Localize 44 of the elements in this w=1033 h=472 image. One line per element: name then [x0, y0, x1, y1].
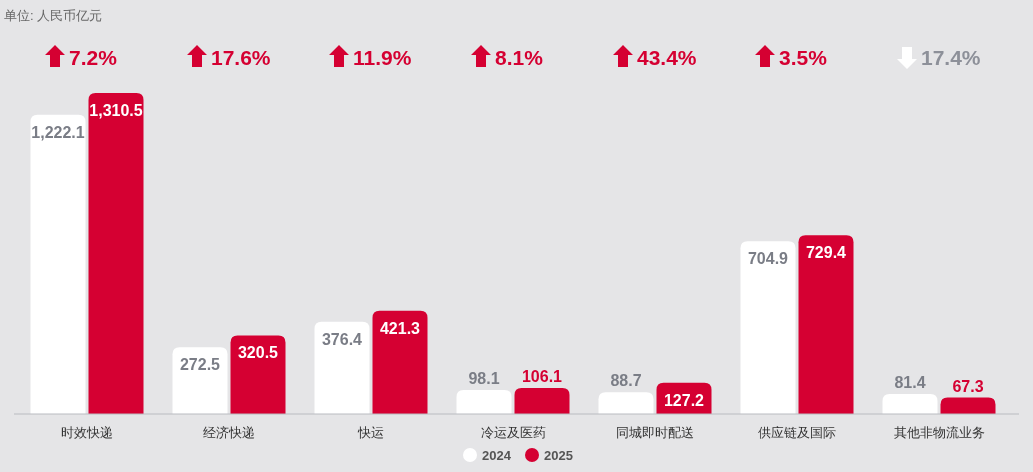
data-label: 376.4 [321, 330, 363, 348]
x-tick-label: 其他非物流业务 [893, 425, 985, 440]
data-label: 98.1 [468, 369, 500, 387]
text: 17.6% [211, 46, 271, 69]
text: 17.4% [921, 46, 981, 69]
data-label: 320.5 [237, 344, 279, 362]
x-tick-label: 快运 [357, 425, 384, 440]
data-label: 1,222.1 [31, 123, 85, 141]
bar [372, 310, 428, 414]
data-label: 704.9 [747, 250, 789, 268]
text: 11.9% [353, 46, 412, 69]
text: 7.2% [69, 46, 118, 69]
bar [798, 235, 854, 414]
bar [740, 241, 796, 414]
data-label: 1,310.5 [89, 102, 143, 119]
data-label: 421.3 [379, 319, 421, 337]
legend-label: 2024 [482, 448, 512, 463]
data-label: 127.2 [663, 391, 705, 409]
x-tick-label: 时效快递 [61, 425, 113, 440]
bar [598, 392, 654, 414]
text: 43.4% [637, 46, 697, 69]
x-tick-label: 冷运及医药 [480, 425, 546, 440]
bar [514, 388, 570, 414]
x-tick-label: 同城即时配送 [616, 425, 694, 440]
bar [940, 397, 996, 414]
text: 单位: 人民币亿元 [4, 8, 103, 23]
bar [172, 347, 228, 414]
bar [882, 394, 938, 414]
bar [314, 321, 370, 414]
data-label: 272.5 [179, 356, 221, 374]
x-tick-label: 经济快递 [203, 425, 255, 440]
text: 3.5% [779, 46, 828, 69]
data-label: 81.4 [894, 374, 926, 392]
bar [30, 114, 86, 414]
data-label: 88.7 [610, 372, 642, 390]
x-tick-label: 供应链及国际 [758, 425, 836, 440]
text: 8.1% [495, 46, 544, 69]
bar [456, 389, 512, 414]
bar [88, 93, 144, 414]
data-label: 67.3 [952, 377, 984, 395]
legend-label: 2025 [544, 448, 573, 463]
data-label: 106.1 [521, 368, 563, 386]
bar [230, 335, 286, 414]
data-label: 729.4 [805, 244, 847, 262]
